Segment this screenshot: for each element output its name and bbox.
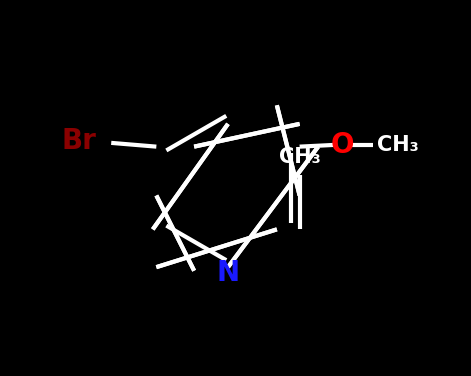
Text: Br: Br [61, 127, 96, 155]
Text: O: O [331, 131, 355, 159]
Text: CH₃: CH₃ [279, 147, 320, 167]
Text: CH₃: CH₃ [377, 135, 418, 155]
Text: N: N [216, 259, 240, 287]
